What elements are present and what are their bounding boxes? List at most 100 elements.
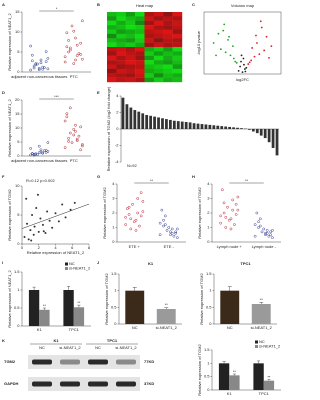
heat-cell [172,51,183,56]
point [228,35,230,38]
category-label: ETE - [164,244,175,249]
dot [165,229,169,232]
dot [231,208,235,212]
bar [145,114,149,129]
bar [232,127,235,129]
heat-cell [163,29,173,35]
dot [176,236,179,239]
point [227,39,229,41]
heat-cell [172,73,183,78]
dot [43,66,46,69]
bar [255,129,259,134]
heat-cell [107,55,117,61]
bar [172,120,176,129]
heat-cell [135,47,145,52]
point [260,26,263,29]
y-axis-label: Relative expression of TGM2 (log2 fold c… [106,86,111,171]
point [258,53,261,56]
heat-cell [153,25,164,30]
point [35,207,38,210]
y-tick-label: -4 [115,159,119,164]
dot [63,146,67,149]
heat-cell [116,38,126,43]
bar [251,129,255,132]
x-tick-label: 0 [21,245,24,250]
dot [67,137,70,140]
heat-cell [125,64,136,70]
heat-cell [172,16,183,21]
heat-cell [135,25,145,30]
dot [176,227,179,231]
panel-label: F [2,174,5,179]
bar [125,104,129,129]
dot [258,224,262,228]
heat-cell [144,51,155,56]
point [25,197,28,200]
heat-cell [153,68,164,74]
point [27,238,30,241]
bar [263,380,275,390]
category-label: adjacent non-cancerous tissues [11,74,67,79]
heat-cell [172,47,183,52]
dot [222,201,226,205]
point [259,20,262,23]
category-label: PTC [70,158,78,163]
blot-strip [28,355,140,369]
heat-cell [107,51,117,56]
dot [124,223,127,226]
dot [39,150,43,154]
dot [231,198,235,202]
dot [222,211,226,215]
y-tick-label: 1 [207,360,210,365]
point [212,42,215,44]
heat-cell [163,38,173,43]
heat-cell [107,20,117,26]
legend-swatch [255,345,258,348]
point [26,222,29,225]
heat-cell [153,51,164,56]
dot [219,214,222,218]
heat-cell [125,42,136,48]
annotation: N=92 [127,163,137,168]
y-axis-label: Relative expression of TGM2 [102,186,107,238]
y-tick-label: 5 [17,139,20,144]
bar [200,124,204,129]
heat-cell [125,25,136,30]
y-tick-label: 1.5 [111,271,117,276]
x-tick-label: si-NEAT1_2 [156,325,178,330]
dot [37,151,41,154]
dot [67,39,70,42]
category-label: Lymph node - [252,244,277,249]
heat-cell [172,25,183,30]
dot [30,152,34,156]
heat-cell [135,42,145,48]
bar [275,129,279,156]
dot [138,224,141,228]
point [41,223,44,226]
heat-cell [163,73,173,78]
dot [37,144,41,148]
bar [188,122,192,129]
lane-label: NC [39,345,45,350]
bar [192,123,196,129]
dot [221,188,224,192]
dot [163,214,167,218]
heat-cell [107,60,117,65]
dot [162,218,165,222]
dot [74,36,77,40]
y-tick-label: 10 [15,125,20,130]
protein-label: TGM2 [4,359,16,364]
bar [208,124,212,129]
size-label: 77KD [144,359,154,364]
dot [271,229,274,232]
significance: ** [43,303,47,308]
y-tick-label: 2 [116,110,119,115]
point [222,29,225,32]
dot [32,153,36,157]
dot [134,218,138,222]
point [229,54,232,57]
dot [136,197,140,200]
significance: ** [165,302,169,307]
dot [32,66,36,70]
point [270,45,273,47]
